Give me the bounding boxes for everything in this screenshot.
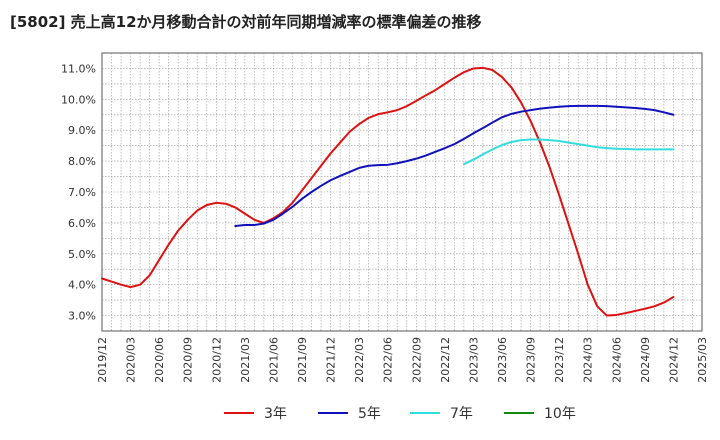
x-tick-label: 2023/09	[525, 337, 538, 383]
x-tick-label: 2020/12	[210, 337, 223, 383]
x-axis-ticks: 2019/12 2020/03 2020/06 2020/09 2020/12 2021/…	[96, 337, 709, 383]
y-tick-label: 8.0%	[68, 155, 96, 168]
x-tick-label: 2024/12	[667, 337, 680, 383]
x-tick-label: 2024/06	[610, 337, 623, 383]
y-tick-label: 11.0%	[61, 62, 96, 75]
x-tick-label: 2025/03	[696, 337, 709, 383]
legend-label: 7年	[450, 406, 473, 422]
series-line-5年	[234, 104, 675, 227]
y-axis-ticks: 3.0% 4.0% 5.0% 6.0% 7.0% 8.0% 9.0% 10.0% 11.0%	[61, 62, 96, 322]
x-tick-label: 2019/12	[96, 337, 109, 383]
x-tick-label: 2023/12	[553, 337, 566, 383]
chart-title: [5802] 売上高12か月移動合計の対前年同期増減率の標準偏差の推移	[10, 13, 482, 31]
x-tick-label: 2021/12	[325, 337, 338, 383]
series-line-3年	[101, 66, 675, 317]
x-tick-label: 2020/03	[125, 337, 138, 383]
legend-label: 3年	[264, 406, 287, 422]
y-tick-label: 5.0%	[68, 248, 96, 261]
x-tick-label: 2022/06	[382, 337, 395, 383]
x-tick-label: 2024/09	[639, 337, 652, 383]
legend-label: 10年	[544, 406, 576, 422]
x-tick-label: 2023/06	[496, 337, 509, 383]
series-line-7年	[462, 138, 675, 166]
x-tick-label: 2024/03	[582, 337, 595, 383]
y-tick-label: 9.0%	[68, 124, 96, 137]
x-tick-label: 2020/06	[153, 337, 166, 383]
x-tick-label: 2022/12	[439, 337, 452, 383]
grid	[102, 53, 702, 331]
y-tick-label: 3.0%	[68, 310, 96, 323]
x-tick-label: 2021/09	[296, 337, 309, 383]
series-lines	[101, 66, 675, 317]
legend: 3年 5年 7年 10年	[224, 406, 576, 422]
legend-label: 5年	[358, 406, 381, 422]
y-tick-label: 7.0%	[68, 186, 96, 199]
x-tick-label: 2021/03	[239, 337, 252, 383]
x-tick-label: 2022/09	[410, 337, 423, 383]
x-tick-label: 2023/03	[467, 337, 480, 383]
x-tick-label: 2021/06	[267, 337, 280, 383]
x-tick-label: 2020/09	[182, 337, 195, 383]
y-tick-label: 6.0%	[68, 217, 96, 230]
y-tick-label: 10.0%	[61, 93, 96, 106]
x-tick-label: 2022/03	[353, 337, 366, 383]
y-tick-label: 4.0%	[68, 279, 96, 292]
